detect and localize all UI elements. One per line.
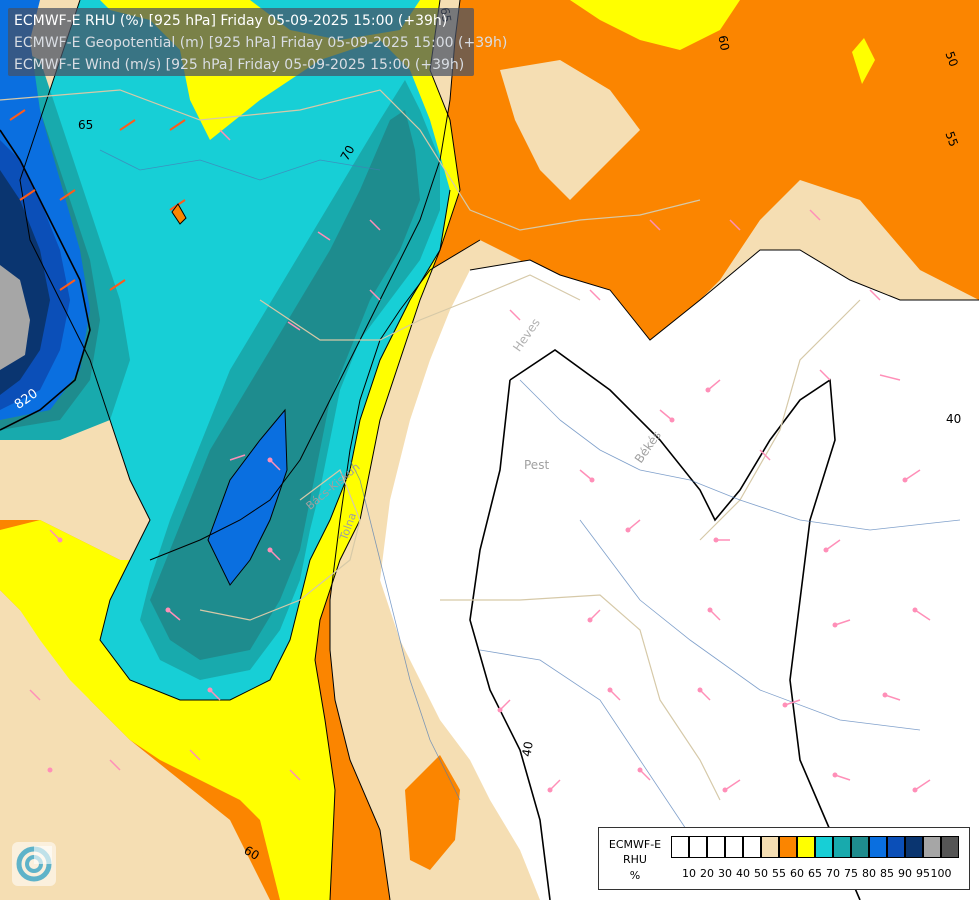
legend-tick-label: 95 xyxy=(916,867,930,880)
legend-swatch xyxy=(851,836,869,858)
legend-swatch xyxy=(887,836,905,858)
legend-param: RHU xyxy=(623,853,647,866)
legend-tick-label: 70 xyxy=(826,867,840,880)
region-label-pest: Pest xyxy=(524,458,550,472)
rhu-white-east xyxy=(380,250,979,900)
title-wind: ECMWF-E Wind (m/s) [925 hPa] Friday 05-0… xyxy=(14,57,465,73)
legend-unit: % xyxy=(629,869,641,882)
title-geopotential: ECMWF-E Geopotential (m) [925 hPa] Frida… xyxy=(14,35,508,51)
rhu-55-sw-patch xyxy=(140,810,250,900)
provider-logo xyxy=(12,842,56,886)
wind-barbs-strong xyxy=(9,109,186,291)
rhu-65-small xyxy=(852,38,875,84)
legend-model-name: ECMWF-E xyxy=(608,838,662,851)
legend-swatch xyxy=(941,836,959,858)
legend-swatch xyxy=(815,836,833,858)
legend-tick-label: 40 xyxy=(736,867,750,880)
legend-tick-label: 75 xyxy=(844,867,858,880)
contour-label-40b: 40 xyxy=(519,740,536,758)
legend-tick-label: 100 xyxy=(930,867,952,880)
legend-swatch xyxy=(923,836,941,858)
legend-swatch xyxy=(797,836,815,858)
map-title-box: ECMWF-E RHU (%) [925 hPa] Friday 05-09-2… xyxy=(8,8,507,76)
rhu-65-north-patch xyxy=(570,0,740,50)
rhu-85-pocket xyxy=(208,410,287,585)
legend-tick-label: 55 xyxy=(772,867,786,880)
wind-calm-circles xyxy=(47,387,918,793)
legend-swatch xyxy=(671,836,689,858)
color-legend: ECMWF-E RHU % 10 20 30 40 50 55 60 65 70 75 80 85 90… xyxy=(598,827,970,890)
rhu-orange-small xyxy=(171,203,187,225)
title-rhu: ECMWF-E RHU (%) [925 hPa] Friday 05-09-2… xyxy=(14,13,448,29)
rhu-100-west xyxy=(0,265,30,370)
legend-swatch xyxy=(905,836,923,858)
legend-swatch xyxy=(725,836,743,858)
legend-tick-label: 20 xyxy=(700,867,714,880)
swirl-logo-icon xyxy=(16,846,52,882)
rhu-55-north-patch xyxy=(500,60,640,200)
legend-tick-label: 60 xyxy=(790,867,804,880)
legend-swatch xyxy=(779,836,797,858)
legend-swatch xyxy=(689,836,707,858)
legend-tick-label: 90 xyxy=(898,867,912,880)
legend-swatch xyxy=(761,836,779,858)
geopotential-contours xyxy=(0,129,861,900)
rhu-70-band xyxy=(0,0,450,700)
contour-label-65a: 65 xyxy=(78,118,94,132)
contour-label-60a: 60 xyxy=(715,34,732,52)
wind-barbs-light xyxy=(29,129,931,791)
legend-tick-label: 80 xyxy=(862,867,876,880)
legend-swatch xyxy=(833,836,851,858)
legend-tick-label: 50 xyxy=(754,867,768,880)
legend-tick-label: 85 xyxy=(880,867,894,880)
legend-swatch xyxy=(869,836,887,858)
legend-tick-label: 30 xyxy=(718,867,732,880)
legend-swatch xyxy=(707,836,725,858)
legend-tick-label: 10 xyxy=(682,867,696,880)
contour-label-40a: 40 xyxy=(946,412,962,426)
admin-boundaries xyxy=(0,89,861,801)
legend-swatch xyxy=(743,836,761,858)
legend-tick-label: 65 xyxy=(808,867,822,880)
rhu-60-south xyxy=(405,755,460,870)
